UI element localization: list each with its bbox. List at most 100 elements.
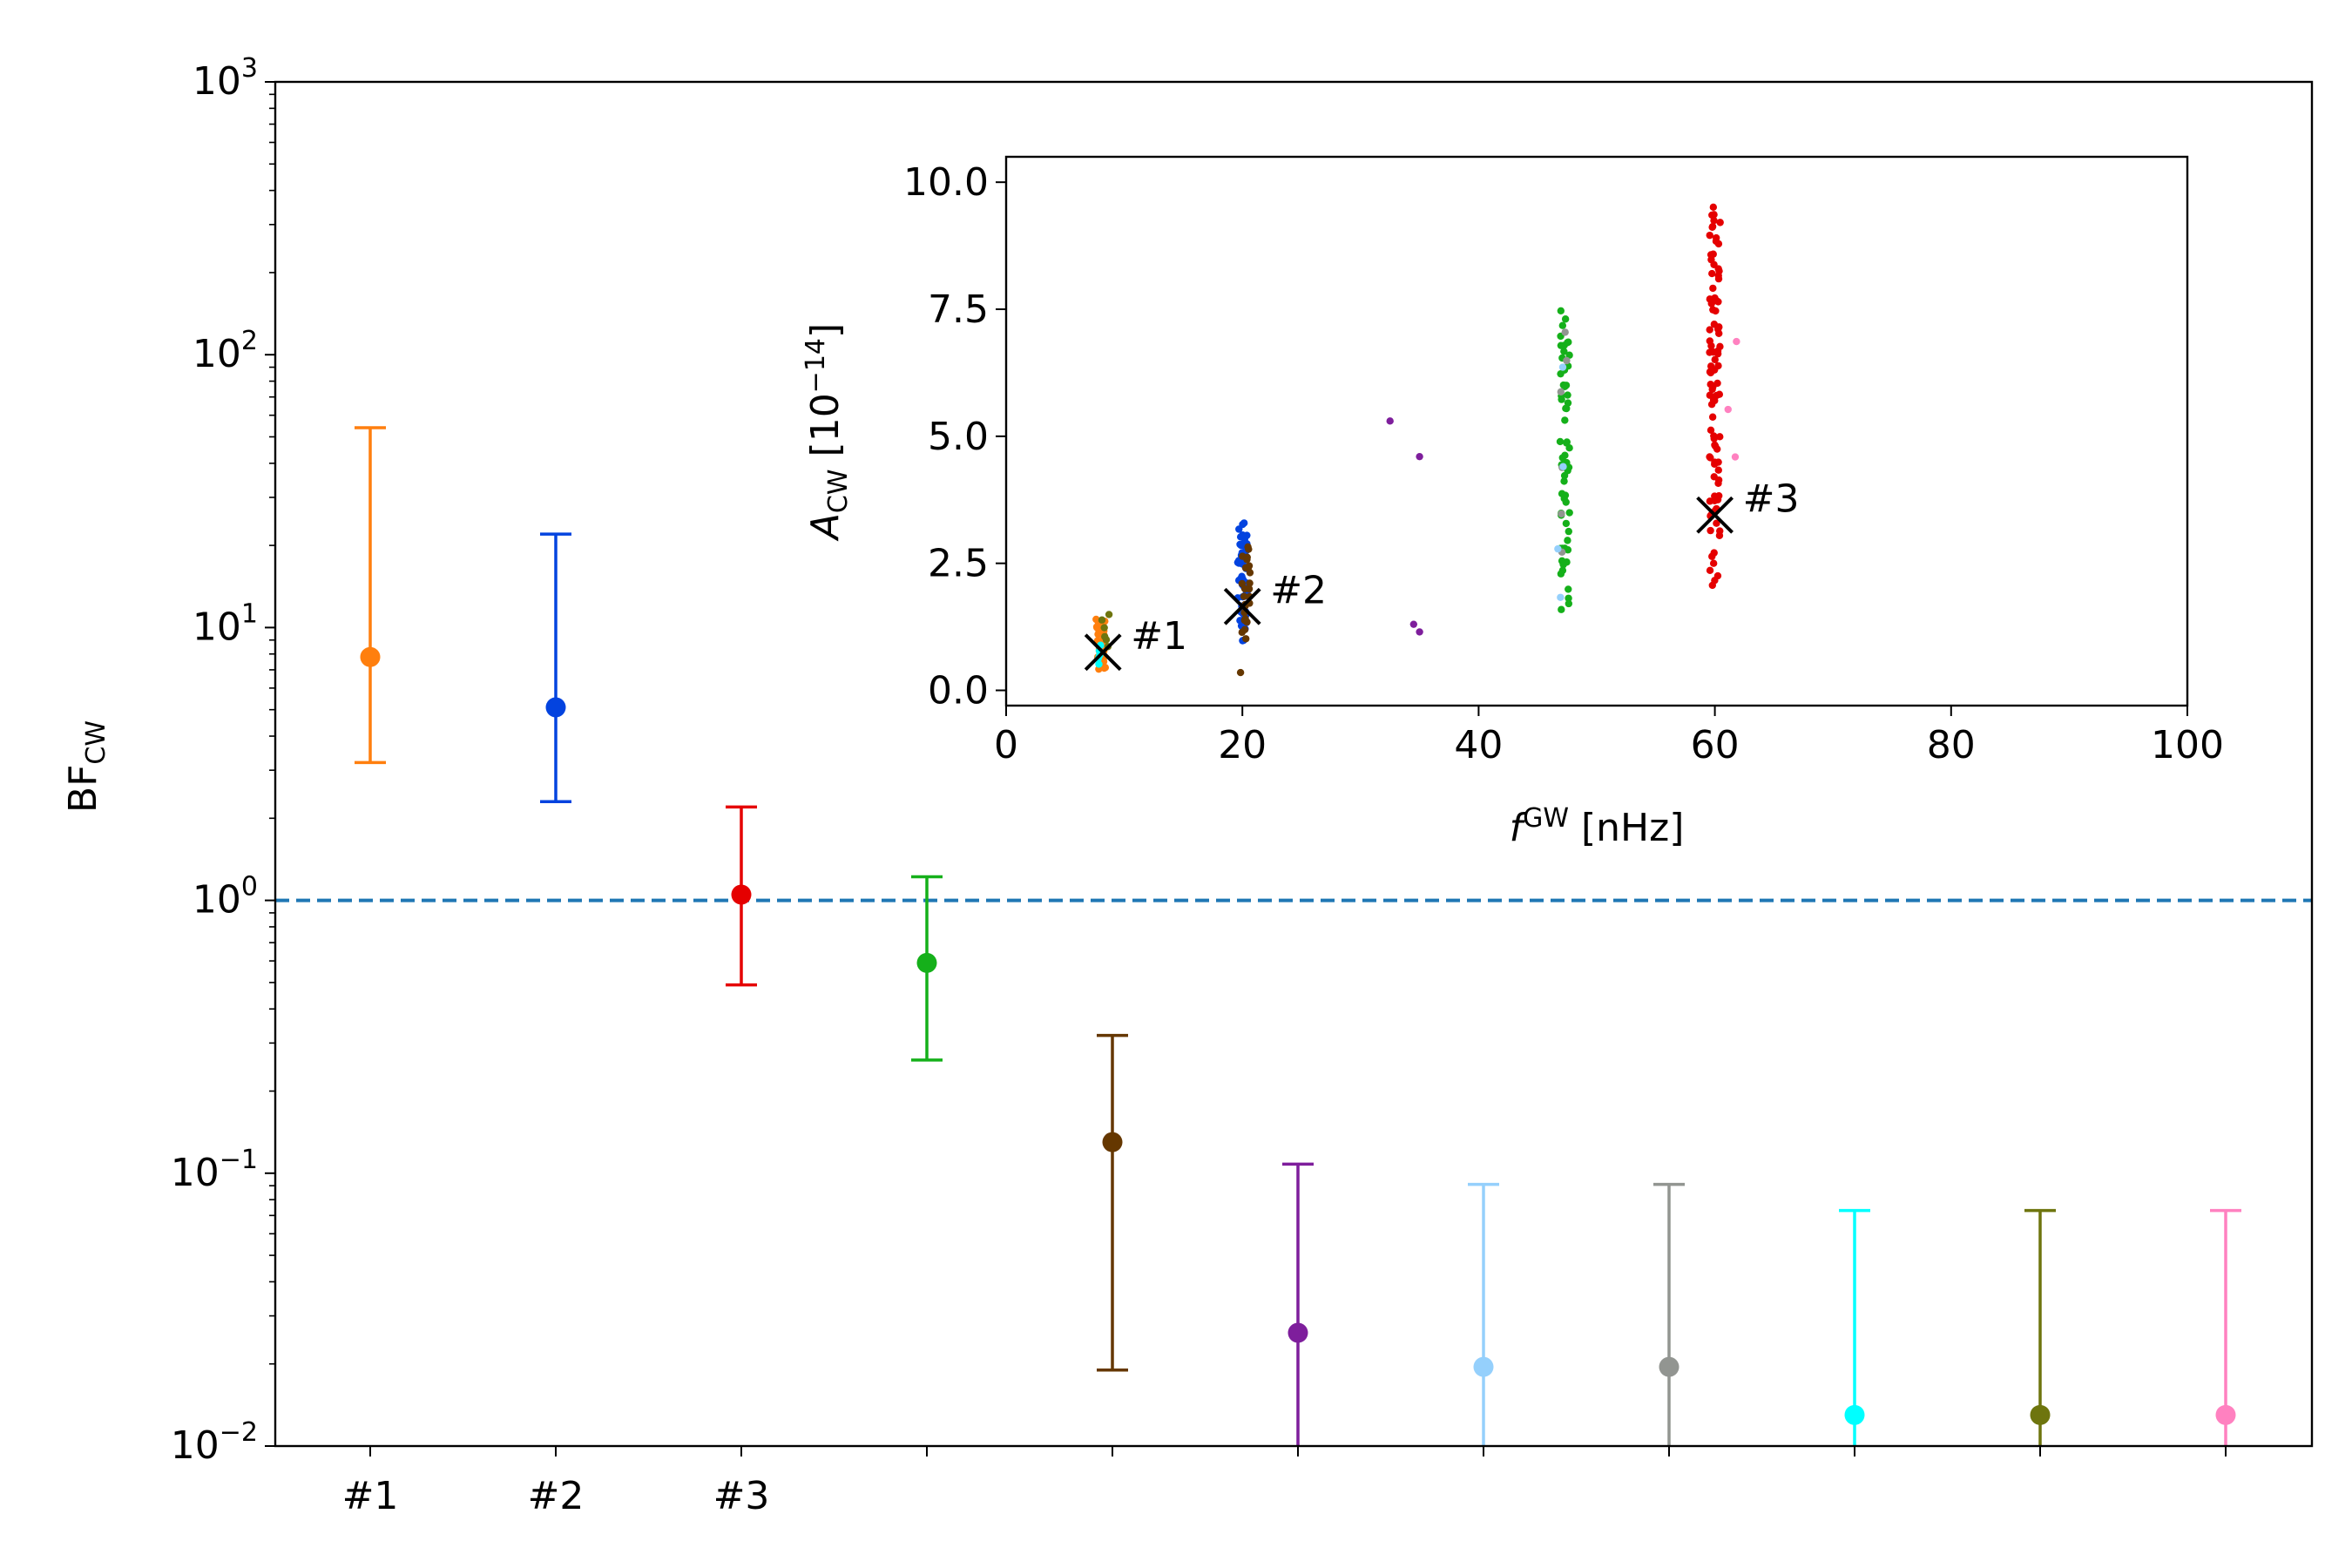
x-marker-stroke [1696, 496, 1734, 534]
candidate-errorbar [911, 875, 943, 1062]
inset-y-axis-label-sub: CW [823, 469, 854, 513]
inset-sample-point [1715, 390, 1724, 398]
inset-y-axis-label: ACW [10−14] [801, 323, 854, 542]
inset-sample-point [1716, 527, 1724, 535]
inset-sample-point [1565, 338, 1572, 346]
inset-sample-point [1558, 605, 1565, 613]
inset-sample-point [1242, 635, 1250, 643]
inset-sample-point [1714, 240, 1723, 248]
inset-sample-point [1561, 416, 1569, 424]
inset-sample-point [1713, 571, 1722, 580]
candidate-errorbar [1282, 1162, 1314, 1446]
inset-sample-point [1706, 295, 1714, 303]
inset-sample-point [1558, 363, 1567, 371]
inset-y-tick-label: 10.0 [903, 160, 989, 205]
main-y-axis-label-base: BF [61, 765, 105, 814]
main-y-tick-label: 103 [193, 53, 258, 104]
inset-x-tick-label: 40 [1454, 723, 1503, 767]
inset-sample-point [1707, 426, 1715, 435]
inset-sample-point [1731, 453, 1740, 461]
inset-sample-point [1241, 615, 1249, 623]
inset-x-axis-label: fGW [nHz] [1510, 803, 1685, 850]
main-y-axis-label: BFCW [61, 720, 112, 813]
inset-y-tick-label: 7.5 [928, 287, 989, 332]
main-y-ticks: 10−2 10−1 100 101 102 103 [171, 53, 275, 1468]
inset-sample-point [1710, 216, 1718, 225]
inset-sample-point [1246, 579, 1254, 587]
inset-y-axis-label-italic: A [803, 513, 848, 542]
inset-sample-point [1100, 664, 1108, 672]
inset-sample-point [1558, 490, 1566, 497]
inset-sample-point [1708, 223, 1716, 232]
inset-x-tick-label: 0 [994, 723, 1018, 767]
inset-y-tick-label: 2.5 [928, 542, 989, 586]
inset-x-tick-label: 80 [1927, 723, 1976, 767]
bayes-factor-point [1659, 1356, 1680, 1377]
main-x-ticks: #1 #2 #3 [342, 1446, 2227, 1518]
inset-sample-point [1554, 544, 1562, 553]
inset-sample-point [1098, 616, 1106, 624]
main-x-tick-label: #2 [528, 1474, 585, 1518]
inset-sample-point [1562, 498, 1570, 506]
inset-sample-point [1565, 599, 1573, 608]
inset-sample-point [1563, 356, 1571, 365]
inset-sample-point [1565, 585, 1572, 593]
inset-sample-point [1714, 458, 1722, 466]
inset-sample-point [1560, 471, 1569, 480]
inset-sample-point [1708, 413, 1717, 421]
inset-sample-point [1715, 267, 1723, 275]
inset-y-tick-label: 0.0 [928, 669, 989, 713]
inset-sample-point [1563, 438, 1571, 446]
inset-sample-point [1564, 391, 1571, 399]
inset-sample-point [1707, 526, 1714, 535]
x-marker-stroke [1084, 633, 1122, 672]
inset-sample-point [1714, 466, 1722, 474]
inset-sample-point [1558, 454, 1566, 462]
inset-x-axis-label-rest: [nHz] [1569, 806, 1684, 850]
inset-x-tick-label: 20 [1218, 723, 1267, 767]
inset-sample-point [1100, 624, 1108, 632]
candidate-x-marker: #2 [1223, 568, 1327, 625]
inset-sample-point [1706, 231, 1713, 240]
inset-scatter-points [1092, 203, 1740, 677]
inset-x-tick-label: 60 [1691, 723, 1740, 767]
bayes-factor-point [1844, 1404, 1865, 1425]
inset-x-tick-label: 100 [2151, 723, 2224, 767]
inset-sample-point [1706, 337, 1714, 345]
inset-sample-point [1235, 525, 1243, 533]
inset-sample-point [1236, 540, 1244, 549]
inset-sample-point [1564, 537, 1571, 544]
inset-sample-point [1561, 315, 1570, 323]
inset-sample-point [1708, 581, 1716, 590]
inset-sample-point [1244, 564, 1253, 572]
bayes-factor-point [1288, 1322, 1308, 1343]
inset-sample-point [1714, 479, 1722, 487]
inset-sample-point [1386, 417, 1394, 425]
inset-sample-point [1559, 560, 1567, 568]
inset-sample-point [1240, 592, 1248, 600]
inset-sample-point [1559, 463, 1567, 470]
candidate-marker-label: #1 [1131, 614, 1187, 659]
candidate-errorbar [2210, 1208, 2241, 1446]
candidate-x-marker: #1 [1084, 614, 1187, 672]
candidate-errorbar [1839, 1208, 1870, 1446]
inset-panel: #1 #2 #3 0 20 40 60 80 100 0.0 2.5 5.0 7.5 10.0 fGW … [801, 155, 2224, 850]
candidate-errorbar [726, 805, 757, 987]
inset-sample-point [1709, 395, 1718, 404]
bayes-factor-point [2030, 1404, 2051, 1425]
inset-sample-point [1095, 660, 1103, 668]
bayes-factor-point [545, 697, 566, 718]
inset-sample-point [1708, 552, 1716, 560]
inset-y-axis-label-sup: −14 [801, 338, 831, 393]
main-y-tick-label: 10−1 [171, 1145, 258, 1195]
candidate-x-marker: #3 [1696, 476, 1799, 534]
main-y-axis-label-sub: CW [81, 720, 112, 765]
inset-sample-point [1709, 250, 1717, 258]
main-x-tick-label: #1 [342, 1474, 399, 1518]
inset-sample-point [1560, 477, 1568, 485]
candidate-errorbar [1653, 1182, 1685, 1446]
inset-sample-point [1557, 307, 1565, 315]
inset-sample-point [1706, 566, 1714, 575]
inset-sample-point [1708, 385, 1716, 394]
